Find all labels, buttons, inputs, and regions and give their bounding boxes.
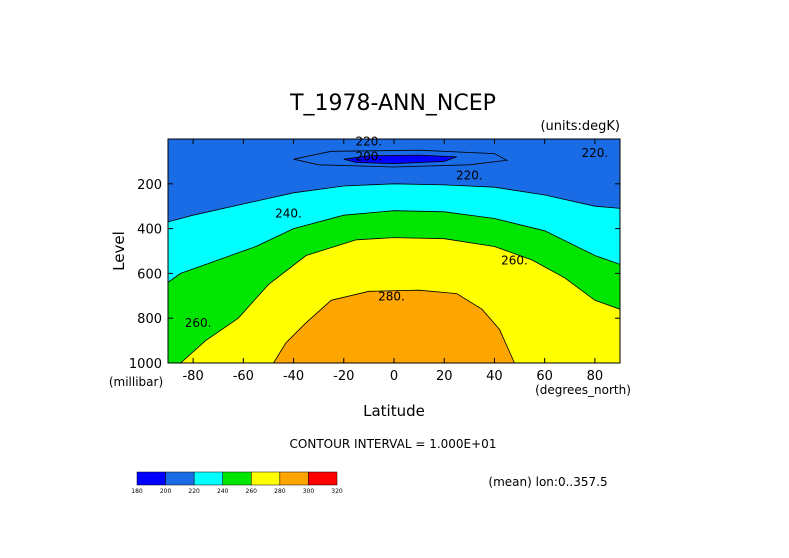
x-tick-label: 40 — [486, 369, 503, 384]
colorbar-label: 180 — [131, 488, 143, 495]
colorbar-swatch — [136, 471, 166, 486]
y-tick-label: 200 — [137, 178, 162, 193]
y-axis-ticks: 200 400 600 800 1000 — [129, 178, 620, 372]
x-tick-label: -40 — [283, 369, 304, 384]
contour-value-label: 220. — [356, 135, 383, 149]
contour-line-level-240 — [168, 210, 620, 283]
contour-lines — [168, 149, 620, 363]
x-units-label: (degrees_north) — [535, 383, 631, 397]
colorbar-swatch — [279, 471, 309, 486]
colorbar-label: 220 — [188, 488, 200, 495]
colorbar-label: 280 — [274, 488, 286, 495]
colorbar-swatch — [251, 471, 281, 486]
x-tick-label: 80 — [587, 369, 604, 384]
contour-fill-level-280 — [273, 290, 515, 363]
chart-title: T_1978-ANN_NCEP — [289, 91, 496, 116]
x-axis-label: Latitude — [363, 402, 425, 420]
colorbar-label: 260 — [246, 488, 258, 495]
y-tick-label: 600 — [137, 267, 162, 282]
x-tick-label: -20 — [333, 369, 354, 384]
colorbar-label: 300 — [303, 488, 315, 495]
contour-value-label: 220. — [582, 146, 609, 160]
contour-value-label: 280. — [378, 289, 405, 303]
y-tick-label: 800 — [137, 312, 162, 327]
colorbar-swatch — [165, 471, 195, 486]
contour-value-label: 220. — [456, 168, 483, 182]
contour-line-level-210 — [293, 149, 509, 168]
colorbar-swatch — [193, 471, 223, 486]
colorbar-label: 200 — [160, 488, 172, 495]
colorbar-label: 320 — [331, 488, 343, 495]
colorbar: 180 200 220 240 260 280 300 320 — [131, 471, 343, 495]
mean-text: (mean) lon:0..357.5 — [488, 475, 607, 489]
y-tick-label: 1000 — [129, 357, 162, 372]
contour-value-label: 260. — [185, 316, 212, 330]
x-tick-label: -60 — [233, 369, 254, 384]
x-tick-label: 60 — [536, 369, 553, 384]
x-tick-label: 20 — [436, 369, 453, 384]
y-tick-label: 400 — [137, 223, 162, 238]
contour-value-label: 200. — [356, 149, 383, 163]
x-tick-label: 0 — [390, 369, 398, 384]
contour-value-label: 260. — [501, 253, 528, 267]
contour-interval-text: CONTOUR INTERVAL = 1.000E+01 — [290, 437, 497, 451]
contour-fill-level-200 — [343, 155, 457, 164]
units-label: (units:degK) — [540, 119, 620, 134]
contour-line-level-280 — [273, 289, 515, 363]
x-axis-ticks: -80 -60 -40 -20 0 20 40 60 80 — [182, 139, 603, 384]
contour-fills — [168, 139, 620, 363]
x-tick-label: -80 — [182, 369, 203, 384]
contour-line-level-200 — [343, 154, 457, 165]
colorbar-swatch — [222, 471, 252, 486]
colorbar-label: 240 — [217, 488, 229, 495]
contour-value-label: 240. — [275, 206, 302, 220]
contour-line-level-260 — [180, 237, 620, 363]
contour-labels: 220.200. 220.220.240.260.280.260. — [185, 135, 609, 331]
contour-line-level-220 — [168, 183, 620, 223]
colorbar-swatch — [308, 471, 338, 486]
y-units-label: (millibar) — [109, 375, 163, 389]
y-axis-label: Level — [110, 231, 128, 271]
